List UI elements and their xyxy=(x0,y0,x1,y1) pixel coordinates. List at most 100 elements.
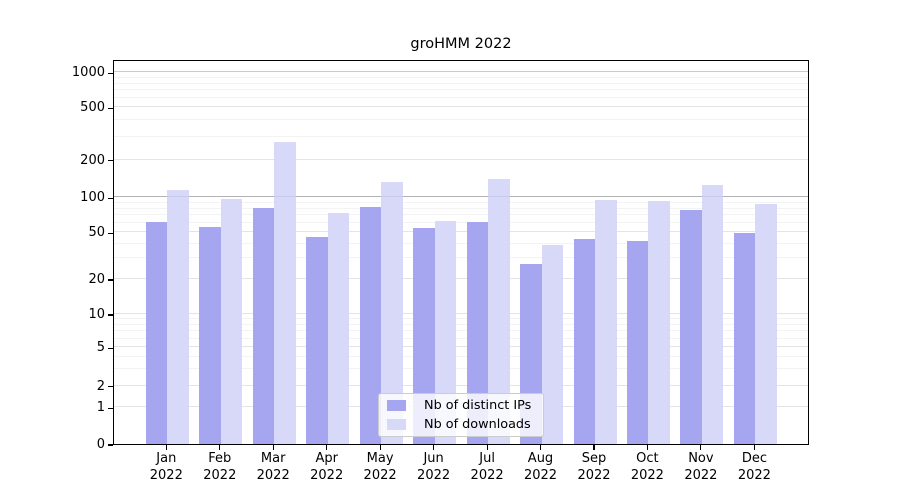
x-tick-label: Jun 2022 xyxy=(406,451,462,484)
minor-gridline xyxy=(114,330,808,332)
bar-downloads xyxy=(274,141,296,444)
y-tick-label: 1000 xyxy=(71,65,105,81)
x-tick xyxy=(219,445,221,450)
minor-gridline xyxy=(114,318,808,319)
major-gridline xyxy=(114,106,808,108)
bar-distinct-ips xyxy=(680,209,702,444)
major-gridline xyxy=(114,158,808,160)
bar-downloads xyxy=(701,184,724,444)
minor-gridline xyxy=(114,119,808,121)
bar-downloads xyxy=(488,179,510,444)
y-tick-label: 20 xyxy=(88,272,105,287)
y-tick-label: 200 xyxy=(80,152,105,168)
y-tick xyxy=(108,444,113,446)
bar-downloads xyxy=(541,245,563,444)
bar-downloads xyxy=(595,199,617,444)
legend: Nb of distinct IPs Nb of downloads xyxy=(378,393,544,437)
legend-label: Nb of distinct IPs xyxy=(424,398,532,414)
x-tick-label: Aug 2022 xyxy=(513,451,569,484)
minor-gridline xyxy=(114,257,808,259)
bar-distinct-ips xyxy=(733,233,756,444)
y-tick-label: 1 xyxy=(96,400,105,416)
x-tick-label-year: 2022 xyxy=(470,467,504,483)
major-gridline xyxy=(114,346,808,348)
legend-item-downloads: Nb of downloads xyxy=(387,416,535,433)
y-tick-label: 100 xyxy=(80,190,105,206)
bar-distinct-ips xyxy=(145,222,168,444)
minor-gridline xyxy=(114,323,808,325)
x-tick xyxy=(593,445,595,450)
bar-downloads xyxy=(220,198,243,444)
bar-distinct-ips xyxy=(466,222,489,444)
minor-gridline xyxy=(114,76,808,78)
minor-gridline xyxy=(114,355,808,357)
gridline-100-overlay xyxy=(114,196,808,198)
y-tick xyxy=(108,232,113,234)
x-tick-label-year: 2022 xyxy=(630,467,664,483)
minor-gridline xyxy=(114,201,808,203)
bar-downloads xyxy=(381,182,403,444)
x-tick xyxy=(165,445,167,450)
bar-distinct-ips xyxy=(573,238,595,444)
bar-downloads xyxy=(167,189,189,444)
x-tick-label: May 2022 xyxy=(352,451,408,484)
y-tick xyxy=(108,107,113,109)
bar-distinct-ips xyxy=(199,226,221,444)
bar-distinct-ips xyxy=(413,227,435,444)
y-tick-label: 2 xyxy=(96,378,105,394)
minor-gridline xyxy=(114,97,808,99)
y-tick xyxy=(108,407,113,409)
major-gridline xyxy=(114,313,808,314)
x-tick xyxy=(700,445,702,450)
minor-gridline xyxy=(114,337,808,339)
chart-title: groHMM 2022 xyxy=(410,36,512,52)
x-tick-label-year: 2022 xyxy=(256,467,290,483)
x-tick xyxy=(379,445,381,450)
y-tick xyxy=(108,347,113,349)
x-tick-label-year: 2022 xyxy=(417,467,451,483)
bar-downloads xyxy=(648,201,670,444)
major-gridline xyxy=(114,278,808,279)
minor-gridline xyxy=(114,222,808,224)
legend-swatch-distinct-ips xyxy=(387,400,406,412)
y-tick-label: 0 xyxy=(96,437,105,452)
legend-item-distinct-ips: Nb of distinct IPs xyxy=(387,397,535,414)
x-tick-label-year: 2022 xyxy=(523,467,558,483)
y-tick xyxy=(108,197,113,199)
x-tick-label: Jan 2022 xyxy=(138,451,194,484)
x-tick-label: Apr 2022 xyxy=(299,451,355,484)
minor-gridline xyxy=(114,207,808,209)
x-tick xyxy=(753,445,755,450)
x-tick-label-year: 2022 xyxy=(737,467,771,483)
x-tick xyxy=(433,445,435,450)
major-gridline xyxy=(114,71,808,73)
x-tick-label: Nov 2022 xyxy=(673,451,729,484)
x-tick-label-year: 2022 xyxy=(684,467,718,483)
major-gridline xyxy=(114,384,808,386)
legend-swatch-downloads xyxy=(387,418,406,430)
y-tick-label: 500 xyxy=(80,100,105,116)
minor-gridline xyxy=(114,82,808,84)
legend-label: Nb of downloads xyxy=(424,416,531,432)
x-tick-label: Oct 2022 xyxy=(619,451,675,484)
x-tick-label: Dec 2022 xyxy=(726,451,782,484)
x-tick-label-year: 2022 xyxy=(577,467,611,483)
x-tick xyxy=(539,445,542,450)
bar-distinct-ips xyxy=(626,241,649,444)
x-tick xyxy=(486,445,488,450)
minor-gridline xyxy=(114,135,808,137)
minor-gridline xyxy=(114,89,808,91)
y-tick xyxy=(108,160,113,162)
bar-downloads xyxy=(327,212,350,444)
bar-distinct-ips xyxy=(359,207,382,444)
y-tick xyxy=(108,72,113,74)
x-tick-label-year: 2022 xyxy=(149,467,183,483)
x-tick-label: Mar 2022 xyxy=(245,451,301,484)
bar-distinct-ips xyxy=(252,207,275,444)
minor-gridline xyxy=(114,367,808,369)
bar-downloads xyxy=(755,203,777,444)
x-tick xyxy=(272,445,274,450)
y-tick xyxy=(108,279,113,281)
x-tick xyxy=(646,445,648,450)
